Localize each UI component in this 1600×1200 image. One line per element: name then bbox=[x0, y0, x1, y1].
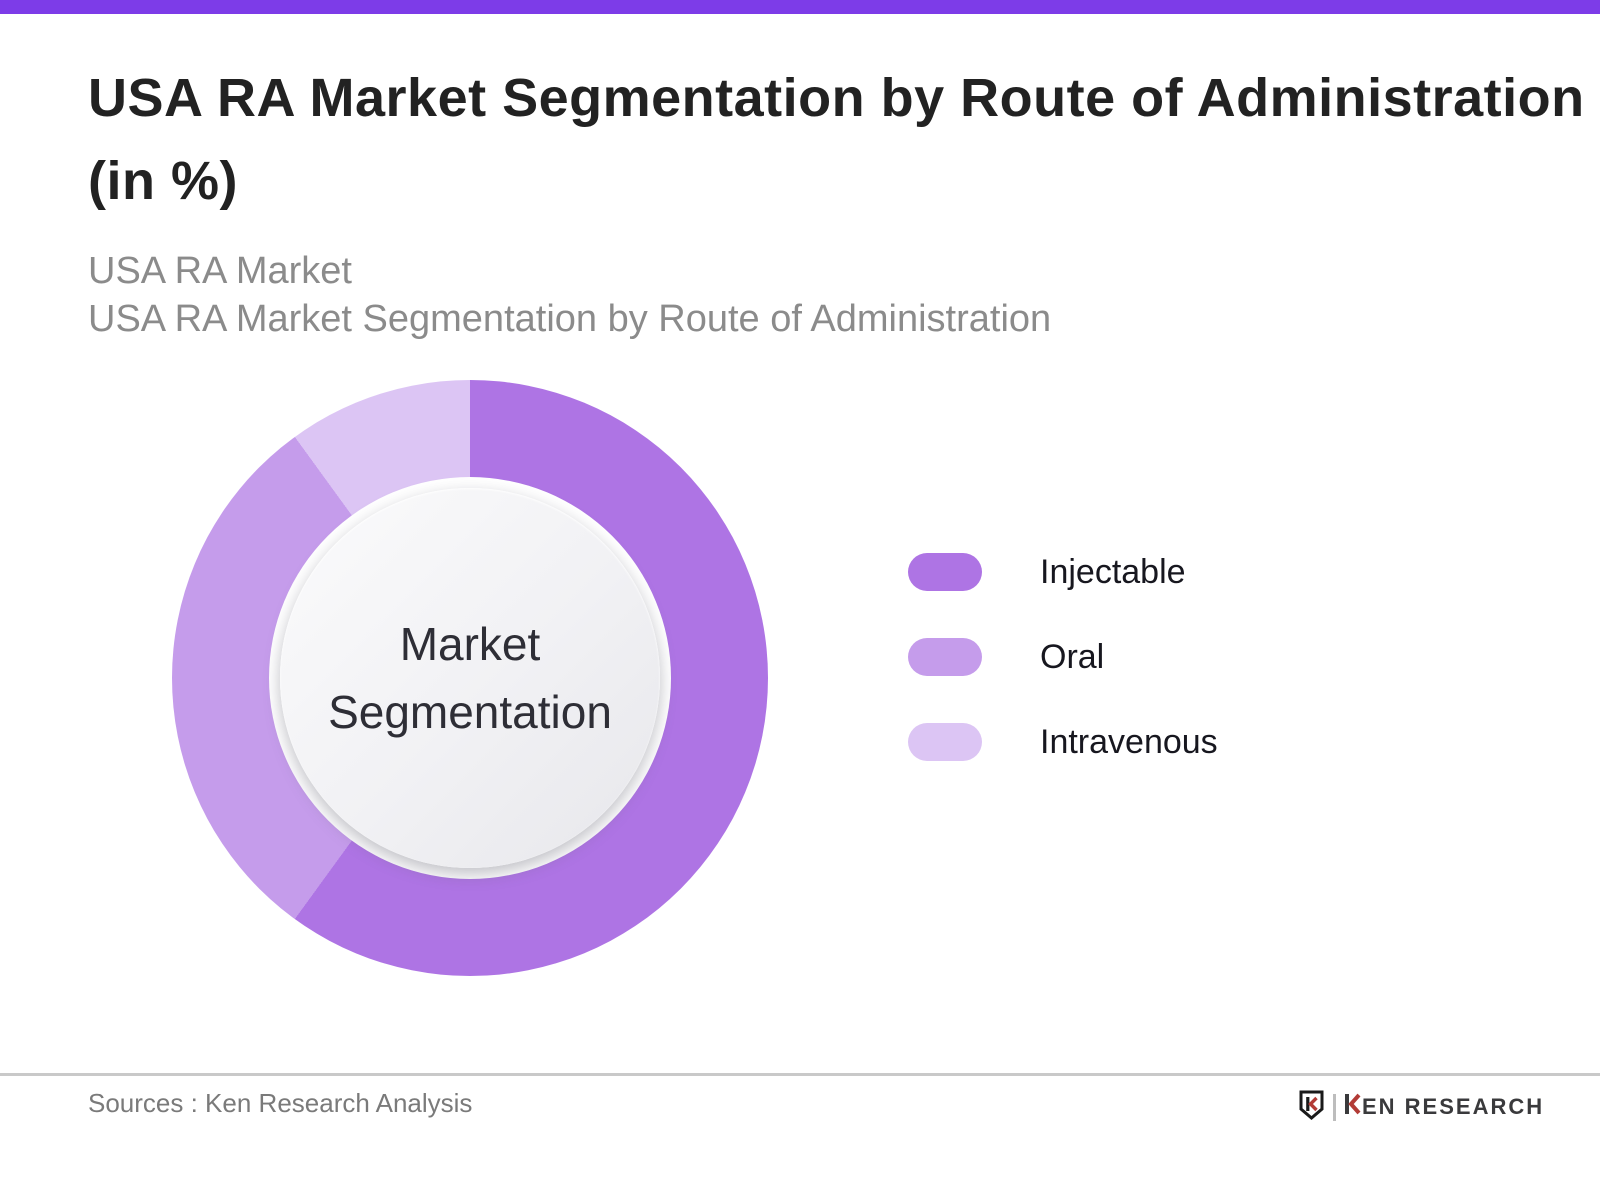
sources-note: Sources : Ken Research Analysis bbox=[88, 1088, 473, 1118]
legend-item-injectable: Injectable bbox=[908, 553, 1218, 591]
logo-k-glyph bbox=[1345, 1093, 1361, 1121]
logo-wordmark-text: EN RESEARCH bbox=[1362, 1094, 1545, 1119]
page-subtitle: USA RA Market USA RA Market Segmentation… bbox=[88, 247, 1051, 343]
subtitle-line1: USA RA Market bbox=[88, 250, 352, 292]
page-title-line2: (in %) bbox=[88, 151, 238, 211]
ken-research-shield-icon bbox=[1298, 1090, 1325, 1125]
logo-wordmark: EN RESEARCH bbox=[1345, 1093, 1544, 1121]
page-title: USA RA Market Segmentation by Route of A… bbox=[88, 57, 1585, 223]
legend-swatch-intravenous bbox=[908, 723, 982, 761]
top-accent-bar bbox=[0, 0, 1600, 14]
chart-legend: Injectable Oral Intravenous bbox=[908, 553, 1218, 761]
legend-label-oral: Oral bbox=[1040, 637, 1105, 676]
legend-swatch-injectable bbox=[908, 553, 982, 591]
donut-center-label-line1: Market bbox=[399, 618, 541, 670]
logo-divider bbox=[1333, 1093, 1336, 1121]
legend-item-oral: Oral bbox=[908, 638, 1218, 676]
legend-label-injectable: Injectable bbox=[1040, 552, 1186, 591]
donut-center-label-line2: Segmentation bbox=[328, 686, 612, 738]
legend-label-intravenous: Intravenous bbox=[1040, 722, 1218, 761]
donut-center: Market Segmentation bbox=[280, 488, 660, 868]
footer-divider bbox=[0, 1073, 1600, 1076]
legend-item-intravenous: Intravenous bbox=[908, 723, 1218, 761]
ken-research-logo: EN RESEARCH bbox=[1298, 1090, 1544, 1124]
legend-swatch-oral bbox=[908, 638, 982, 676]
subtitle-line2: USA RA Market Segmentation by Route of A… bbox=[88, 298, 1052, 340]
donut-chart: Market Segmentation bbox=[172, 380, 768, 976]
page-title-line1: USA RA Market Segmentation by Route of A… bbox=[88, 68, 1585, 128]
